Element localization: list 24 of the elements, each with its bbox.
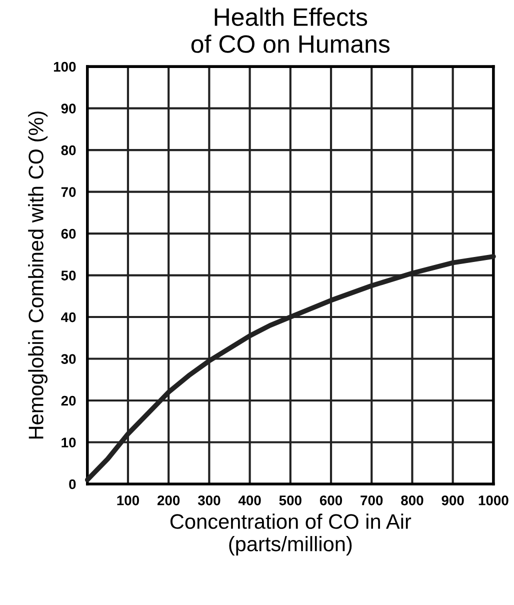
y-axis-title: Hemoglobin Combined with CO (%)	[28, 112, 48, 439]
x-tick-label: 300	[198, 495, 220, 506]
x-tick-label: 800	[401, 495, 424, 506]
x-tick-label: 200	[157, 495, 180, 506]
y-tick-label: 100	[54, 62, 76, 72]
chart-title: Health Effects of CO on Humans	[191, 8, 390, 53]
y-tick-label: 10	[62, 438, 76, 448]
x-tick-label: 900	[442, 495, 464, 506]
y-tick-label: 20	[61, 396, 76, 406]
x-tick-label: 400	[238, 495, 261, 506]
y-tick-label: 50	[61, 270, 76, 280]
y-tick-label: 60	[61, 228, 76, 239]
y-tick-label: 70	[61, 187, 76, 197]
y-tick-label: 40	[61, 312, 76, 322]
x-tick-label: 700	[360, 495, 383, 506]
y-tick-label: 80	[61, 145, 76, 156]
x-tick-label: 500	[279, 495, 302, 506]
y-tick-label: 90	[61, 104, 76, 114]
y-tick-label: 0	[69, 479, 76, 490]
y-tick-label: 30	[61, 354, 76, 364]
x-tick-label: 600	[320, 495, 342, 506]
x-axis-title: Concentration of CO in Air (parts/million)	[170, 514, 412, 556]
x-tick-label: 1000	[478, 495, 508, 506]
x-tick-label: 100	[117, 495, 140, 506]
